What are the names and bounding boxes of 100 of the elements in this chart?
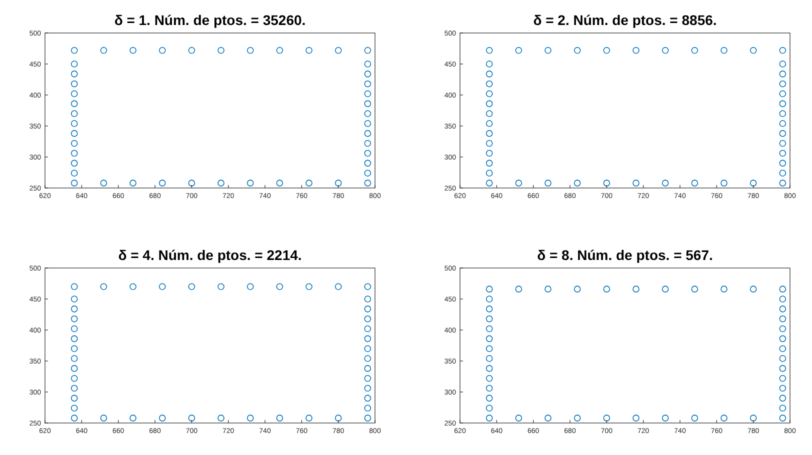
point xyxy=(364,384,372,392)
point xyxy=(720,286,728,292)
point xyxy=(100,180,108,186)
point xyxy=(364,283,372,290)
point xyxy=(691,414,698,422)
point xyxy=(779,70,786,78)
point xyxy=(779,120,786,127)
point xyxy=(276,46,284,54)
point xyxy=(70,283,78,290)
point xyxy=(486,90,493,98)
point xyxy=(364,365,372,372)
point xyxy=(70,46,78,54)
point xyxy=(130,283,136,290)
point xyxy=(779,384,786,392)
point xyxy=(750,46,757,54)
point xyxy=(779,60,786,68)
point xyxy=(306,414,312,422)
point xyxy=(70,374,78,382)
point xyxy=(779,90,786,98)
point xyxy=(486,110,493,117)
point xyxy=(486,160,493,167)
point xyxy=(276,283,284,290)
point xyxy=(364,110,372,117)
point xyxy=(779,414,786,422)
point xyxy=(364,306,372,312)
point xyxy=(70,355,78,362)
point xyxy=(574,414,581,422)
point xyxy=(486,46,493,54)
point xyxy=(364,130,372,137)
point xyxy=(364,120,372,127)
point xyxy=(70,384,78,392)
point xyxy=(364,296,372,302)
point xyxy=(364,315,372,322)
point xyxy=(70,394,78,402)
point xyxy=(246,180,254,186)
point xyxy=(246,46,254,54)
point xyxy=(364,80,372,88)
point xyxy=(720,46,728,54)
point xyxy=(306,180,312,186)
point xyxy=(70,180,78,186)
point xyxy=(574,286,581,292)
point xyxy=(70,120,78,127)
point xyxy=(486,296,493,302)
point xyxy=(364,355,372,362)
point xyxy=(779,345,786,352)
point xyxy=(70,170,78,177)
point xyxy=(750,180,757,186)
point xyxy=(70,160,78,167)
point xyxy=(364,140,372,147)
point xyxy=(486,306,493,312)
point xyxy=(188,180,196,186)
point xyxy=(486,335,493,342)
point xyxy=(306,283,312,290)
point xyxy=(218,180,224,186)
point xyxy=(158,283,166,290)
point xyxy=(70,70,78,78)
point xyxy=(334,46,342,54)
point xyxy=(70,306,78,312)
point xyxy=(188,414,196,422)
point xyxy=(515,286,522,292)
point xyxy=(603,180,610,186)
point xyxy=(70,100,78,108)
point xyxy=(486,404,493,412)
point xyxy=(779,315,786,322)
chart-title: δ = 8. Núm. de ptos. = 567. xyxy=(537,247,713,263)
point xyxy=(779,306,786,312)
point xyxy=(750,286,757,292)
point xyxy=(70,140,78,147)
point xyxy=(334,283,342,290)
point xyxy=(515,414,522,422)
point xyxy=(662,414,669,422)
point xyxy=(364,345,372,352)
point xyxy=(486,170,493,177)
point xyxy=(486,315,493,322)
point xyxy=(779,365,786,372)
point xyxy=(70,414,78,422)
point xyxy=(188,283,196,290)
point xyxy=(574,180,581,186)
point xyxy=(486,130,493,137)
point xyxy=(515,46,522,54)
point xyxy=(779,110,786,117)
point xyxy=(70,60,78,68)
point xyxy=(779,80,786,88)
point xyxy=(486,286,493,292)
point xyxy=(218,46,224,54)
point xyxy=(364,170,372,177)
point xyxy=(486,345,493,352)
chart-title: δ = 2. Núm. de ptos. = 8856. xyxy=(533,12,717,28)
point xyxy=(779,286,786,292)
point xyxy=(70,345,78,352)
point xyxy=(334,180,342,186)
point xyxy=(779,296,786,302)
point xyxy=(779,355,786,362)
point xyxy=(720,414,728,422)
point xyxy=(70,110,78,117)
point xyxy=(779,46,786,54)
point xyxy=(779,374,786,382)
point xyxy=(486,414,493,422)
point xyxy=(100,46,108,54)
point xyxy=(632,286,640,292)
